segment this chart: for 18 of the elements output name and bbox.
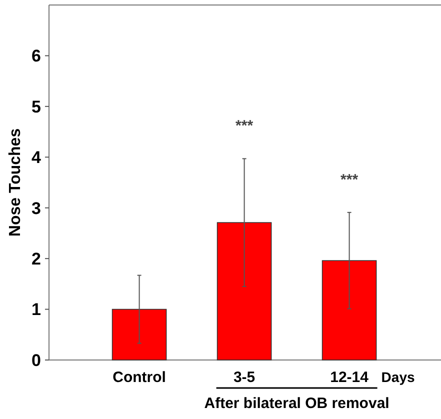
x-tick-label: 3-5 <box>233 369 256 386</box>
y-tick-label: 4 <box>32 148 42 168</box>
text: After bilateral OB removal <box>204 395 390 412</box>
annotation: *** <box>236 118 254 135</box>
bar <box>322 260 377 360</box>
bar <box>112 308 167 360</box>
annotation: *** <box>340 171 358 188</box>
y-tick-label: 5 <box>32 97 41 116</box>
x-tick-label: 12-14 <box>330 369 370 386</box>
bar <box>216 222 272 360</box>
y-tick-label: 2 <box>32 250 41 269</box>
y-tick-label: 0 <box>32 350 41 370</box>
y-tick-label: 6 <box>32 46 41 66</box>
y-tick-label: 1 <box>32 300 41 320</box>
y-axis-title: Nose Touches <box>7 128 24 237</box>
y-tick-label: 3 <box>32 198 41 218</box>
text: Days <box>381 369 415 385</box>
x-tick-label: Control <box>112 369 166 386</box>
